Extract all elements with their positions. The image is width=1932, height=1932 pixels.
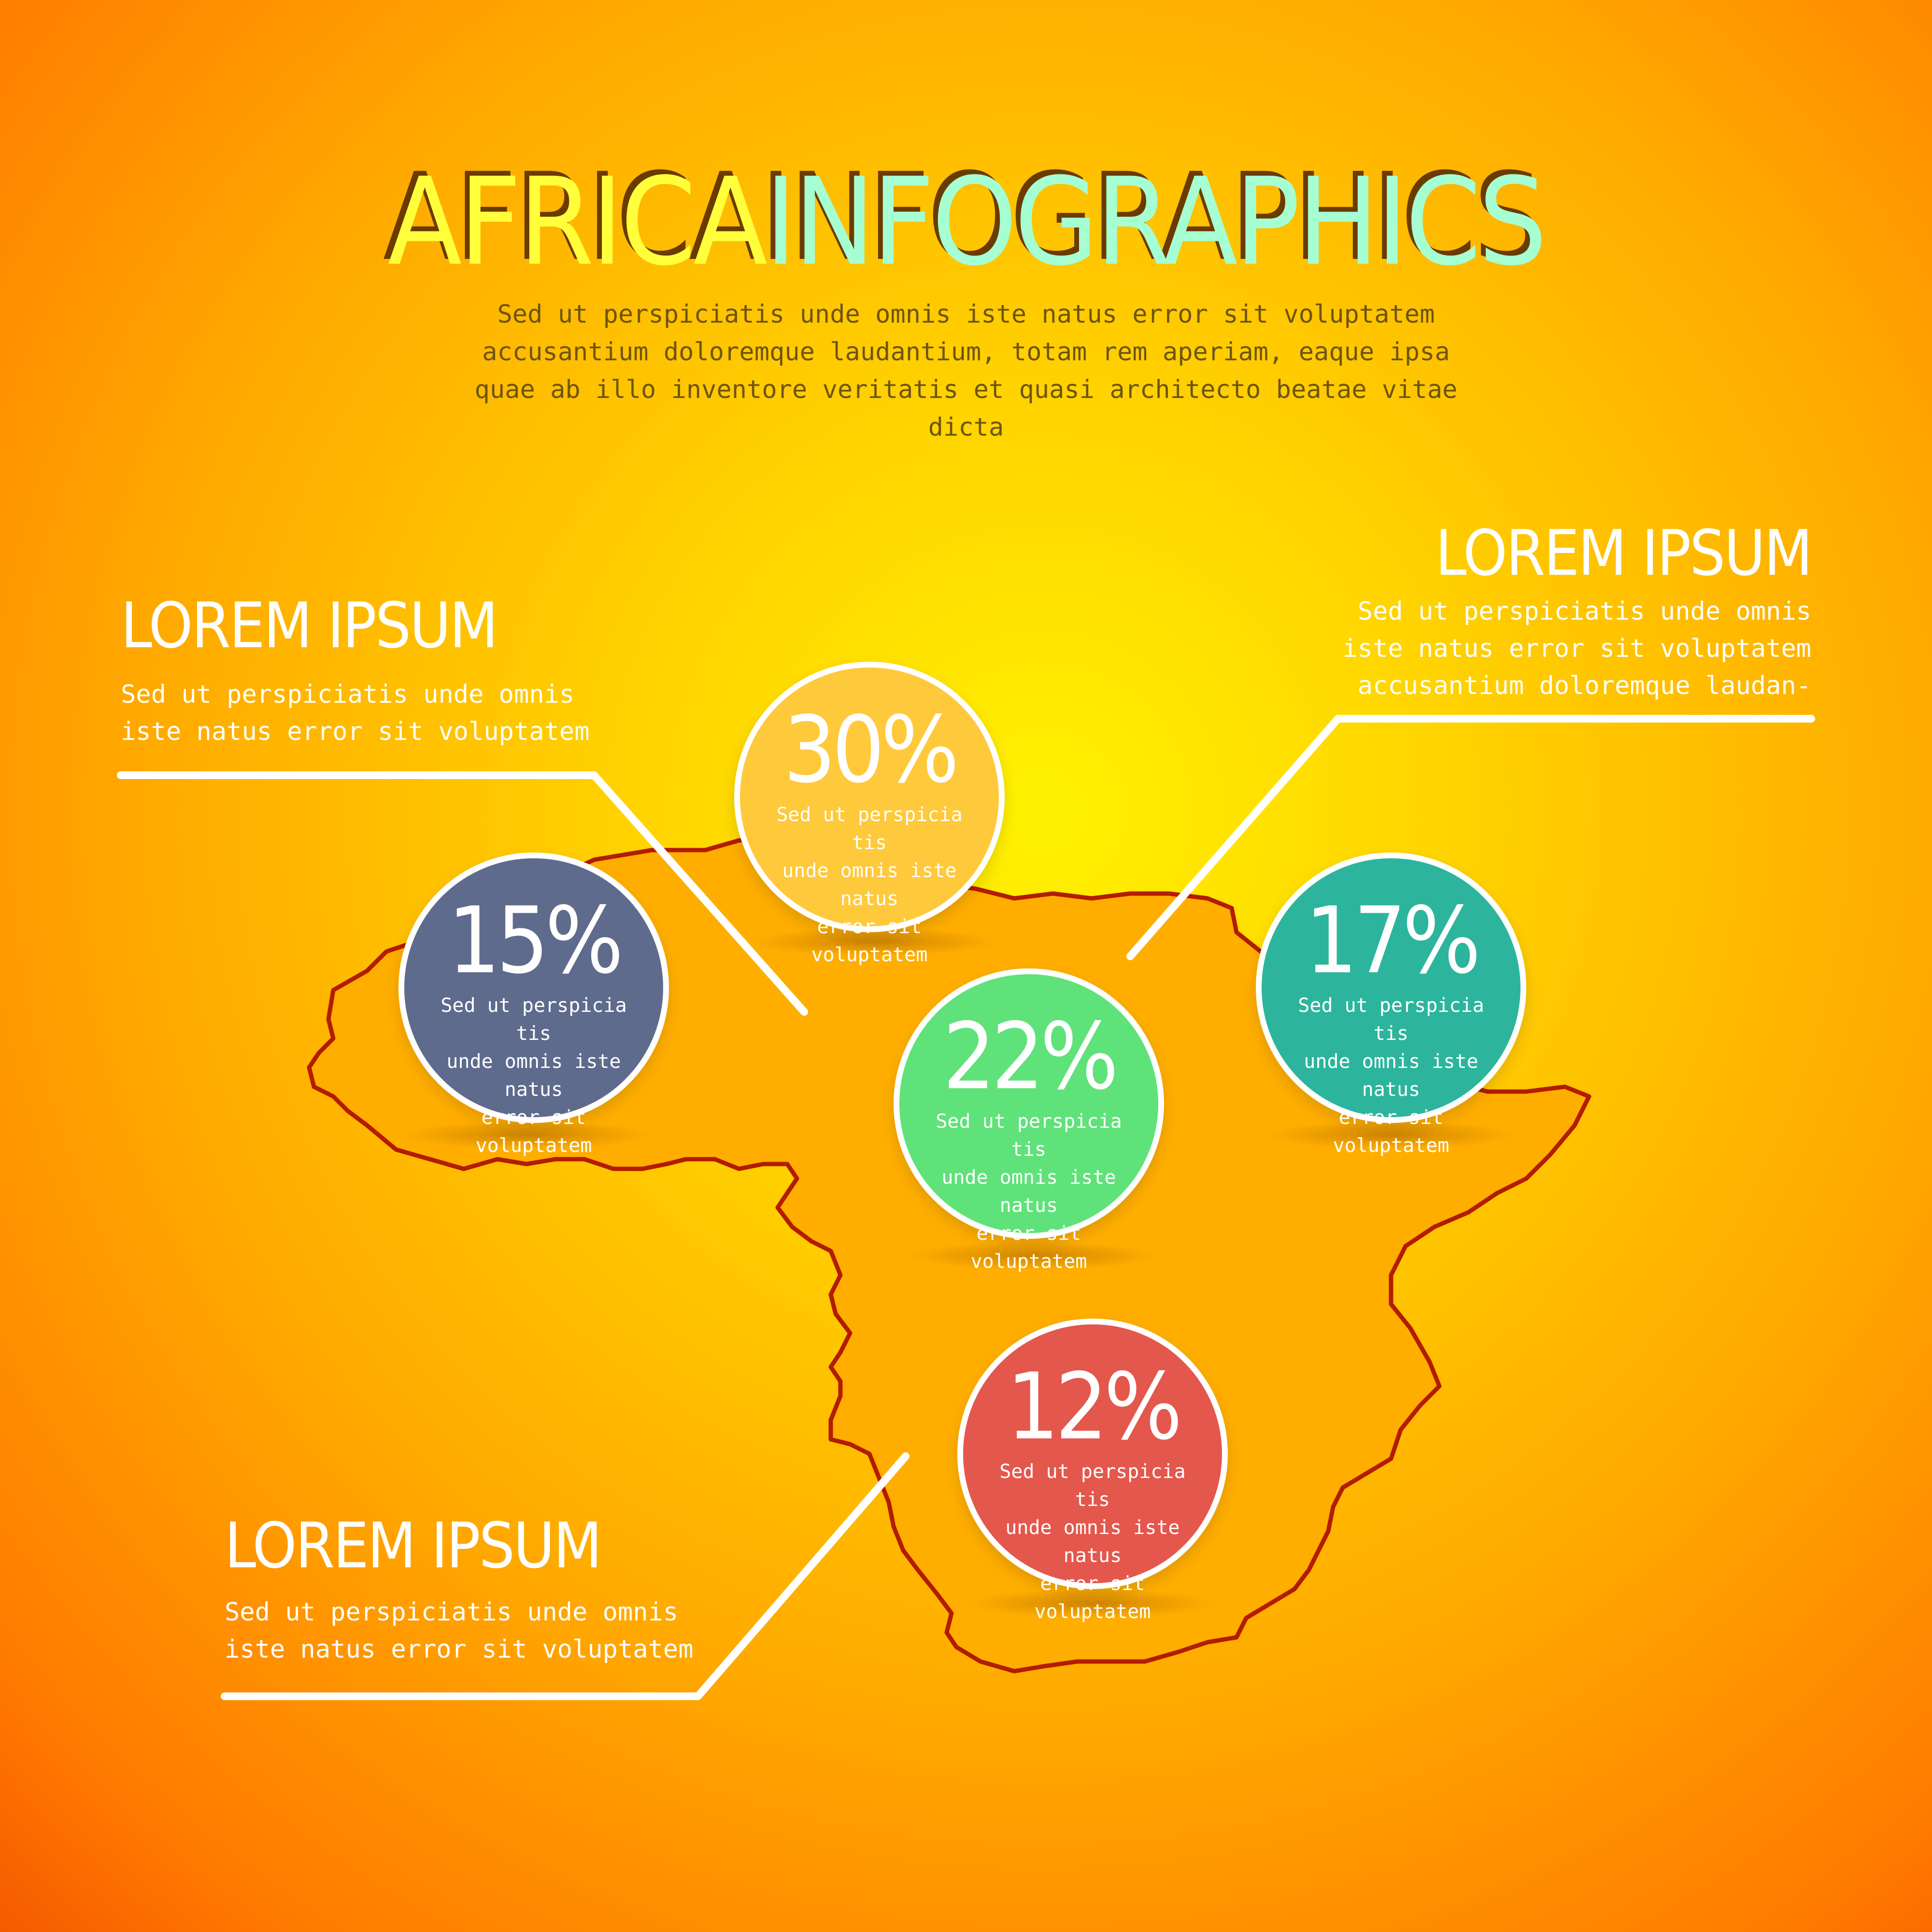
- stat-value: 12%: [1007, 1353, 1182, 1460]
- page-subtitle: Sed ut perspiciatis unde omnis iste natu…: [474, 300, 1458, 442]
- callout-bottom-left-text: Sed ut perspiciatis unde omnis iste natu…: [225, 1598, 694, 1664]
- title-part-africa: AFRICA: [387, 152, 768, 292]
- bubble-shadow: [908, 1241, 1159, 1270]
- bubble-shadow: [749, 927, 1000, 956]
- stat-value: 15%: [448, 887, 624, 994]
- callout-bottom-left-heading: LOREM IPSUM: [225, 1509, 602, 1582]
- stat-bubble-15: 15% Sed ut perspicia tis unde omnis iste…: [398, 852, 669, 1157]
- stat-value: 17%: [1305, 887, 1481, 994]
- stat-bubble-17: 17% Sed ut perspicia tis unde omnis iste…: [1256, 852, 1526, 1157]
- bubble-shadow: [401, 1121, 652, 1150]
- stat-bubble-22: 22% Sed ut perspicia tis unde omnis iste…: [894, 968, 1164, 1273]
- callout-top-right-text: Sed ut perspiciatis unde omnis iste natu…: [1342, 597, 1811, 700]
- stat-value: 30%: [783, 696, 959, 803]
- page-title: AFRICAINFOGRAPHICS: [0, 159, 1932, 285]
- callout-top-left-text: Sed ut perspiciatis unde omnis iste natu…: [121, 680, 590, 746]
- title-part-infographics: INFOGRAPHICS: [765, 152, 1547, 292]
- stat-description: Sed ut perspicia tis unde omnis iste nat…: [1298, 994, 1484, 1157]
- stat-description: Sed ut perspicia tis unde omnis iste nat…: [776, 804, 963, 966]
- connector-line-top-right: [1126, 715, 1815, 960]
- bubble-shadow: [1265, 1121, 1517, 1150]
- connector-line-bottom-left: [221, 1452, 909, 1700]
- stat-value: 22%: [943, 1003, 1119, 1110]
- stat-description: Sed ut perspicia tis unde omnis iste nat…: [999, 1461, 1186, 1623]
- connector-line-top-left: [117, 771, 808, 1016]
- stat-bubble-12: 12% Sed ut perspicia tis unde omnis iste…: [957, 1319, 1228, 1623]
- stat-description: Sed ut perspicia tis unde omnis iste nat…: [440, 994, 627, 1157]
- stat-description: Sed ut perspicia tis unde omnis iste nat…: [936, 1110, 1122, 1273]
- callout-top-left-heading: LOREM IPSUM: [121, 589, 498, 662]
- bubble-shadow: [966, 1589, 1217, 1618]
- callout-top-right-heading: LOREM IPSUM: [1435, 516, 1813, 590]
- stat-bubble-30: 30% Sed ut perspicia tis unde omnis iste…: [734, 662, 1005, 966]
